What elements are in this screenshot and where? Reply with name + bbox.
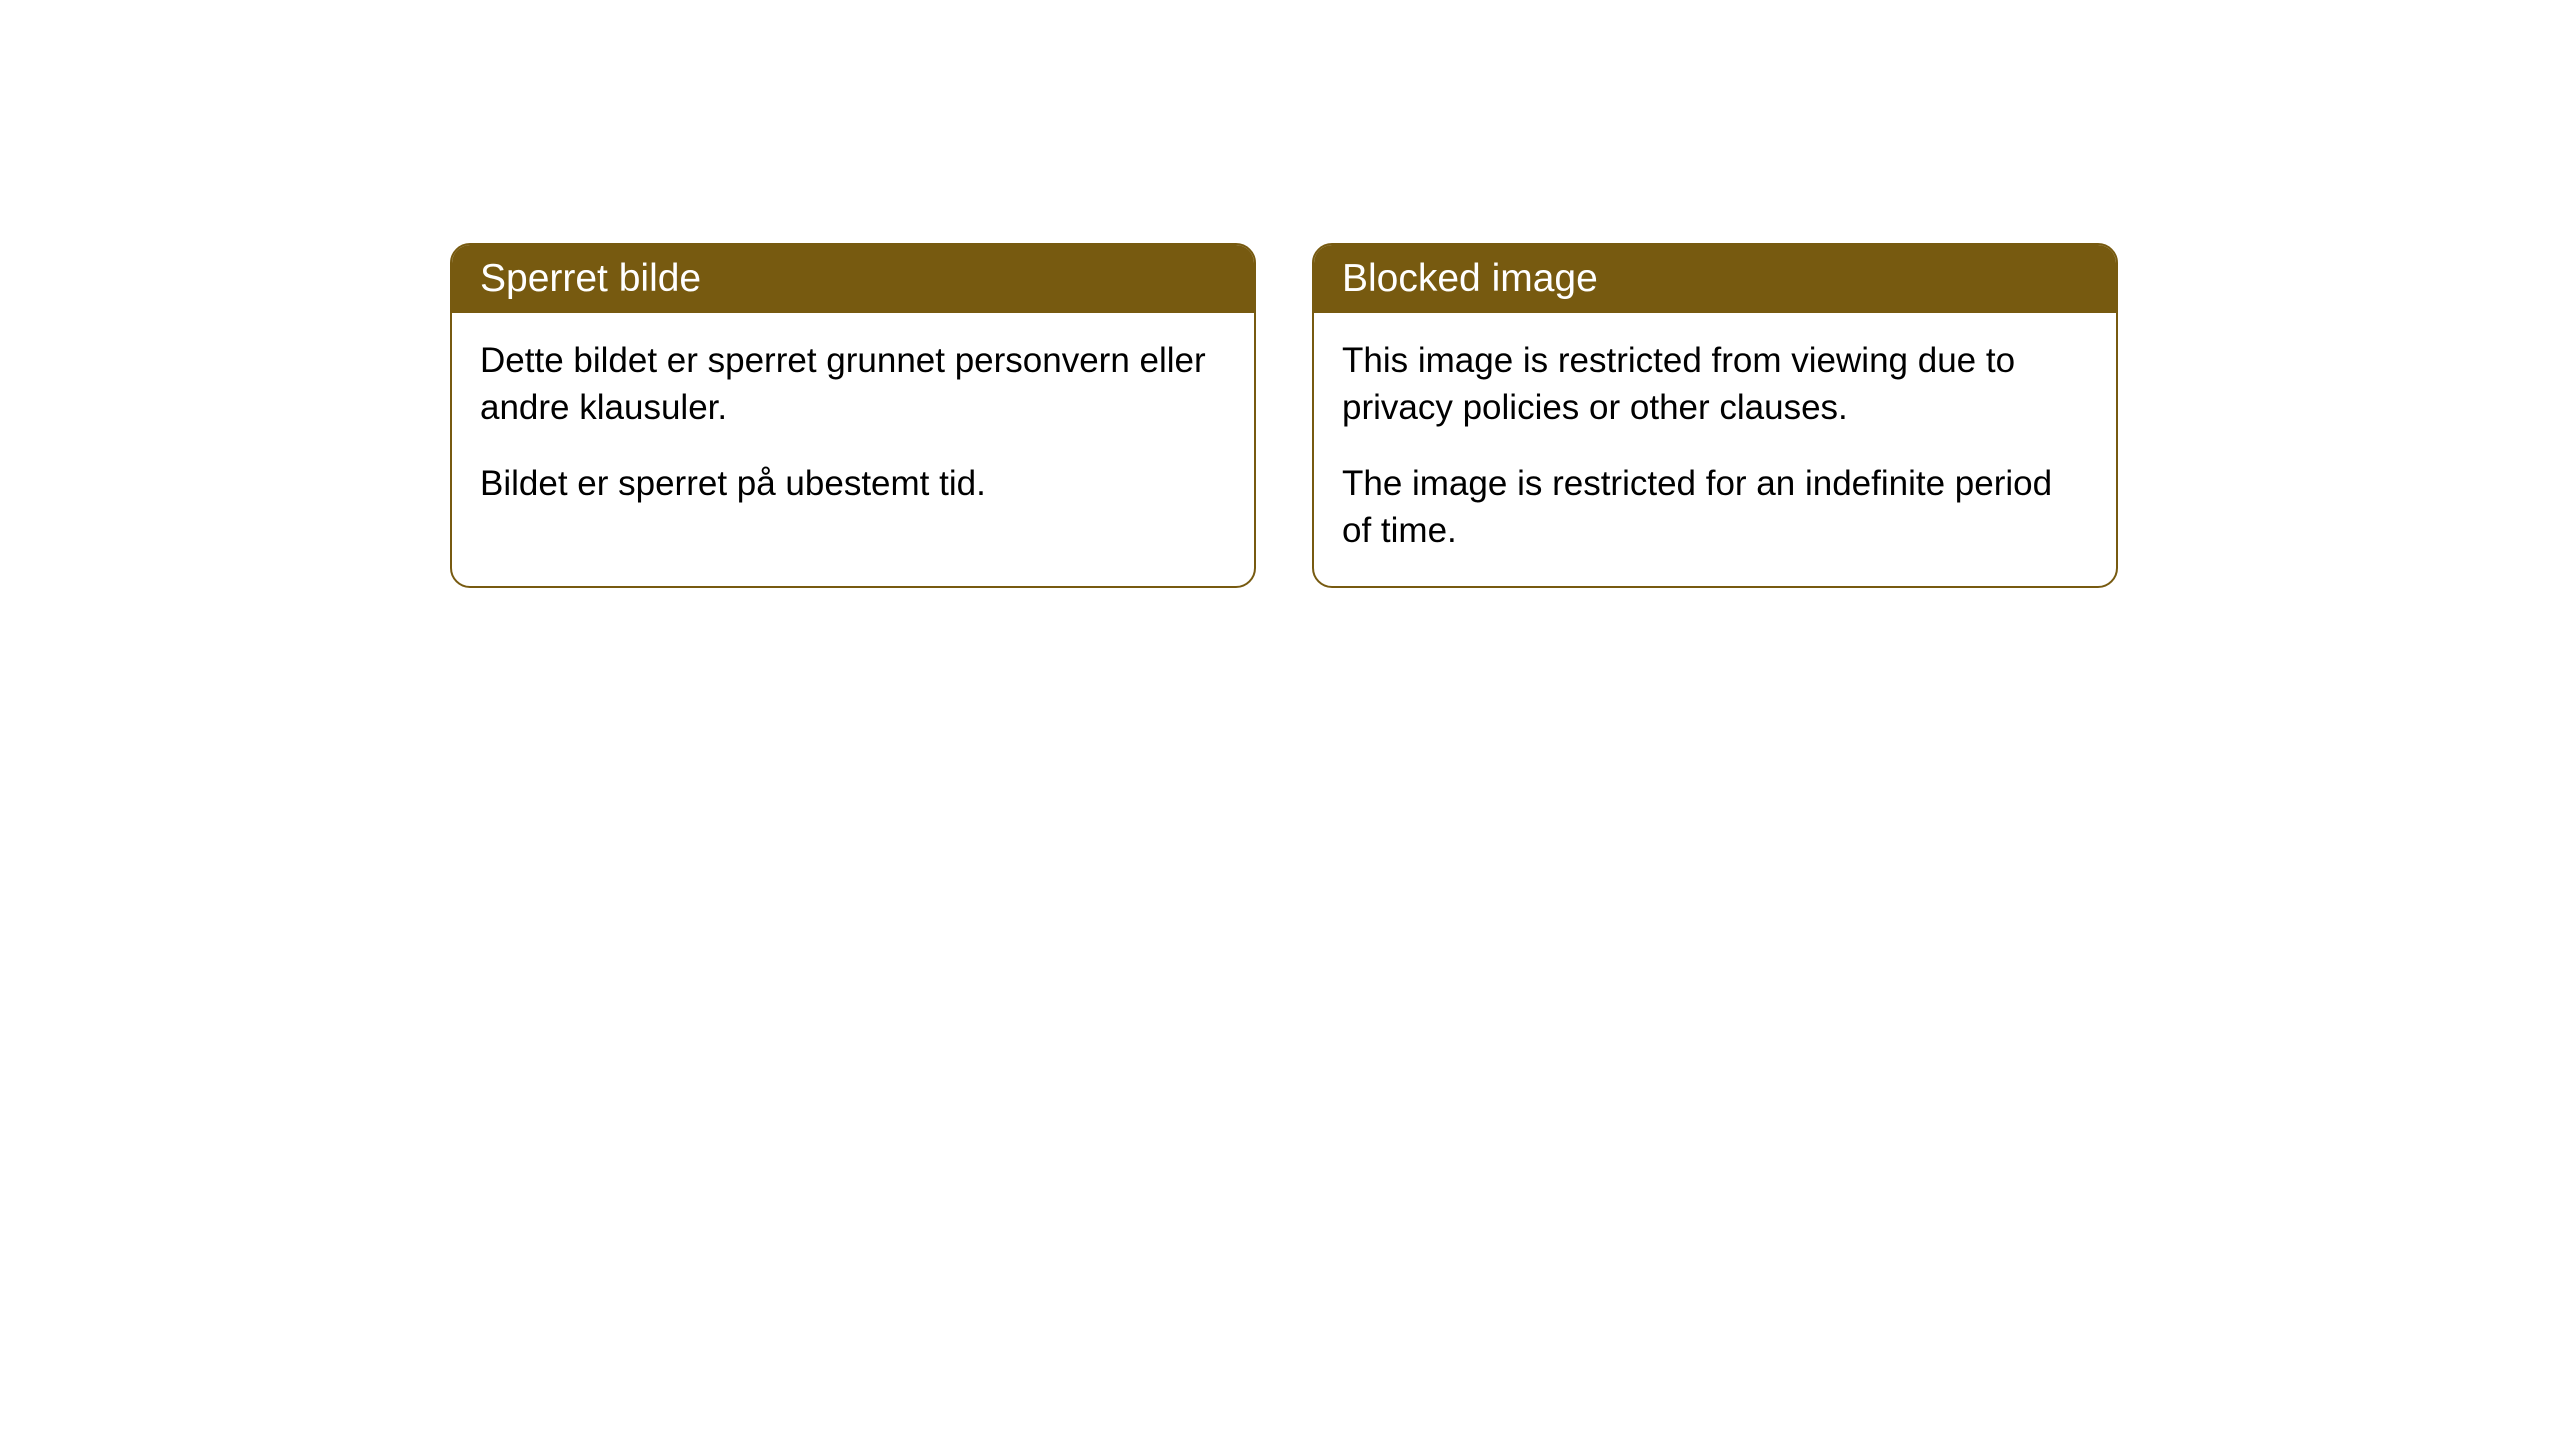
card-body: Dette bildet er sperret grunnet personve… xyxy=(452,313,1254,539)
card-paragraph: Bildet er sperret på ubestemt tid. xyxy=(480,460,1226,507)
card-title: Sperret bilde xyxy=(452,245,1254,313)
card-paragraph: The image is restricted for an indefinit… xyxy=(1342,460,2088,555)
cards-container: Sperret bilde Dette bildet er sperret gr… xyxy=(450,243,2118,588)
card-title: Blocked image xyxy=(1314,245,2116,313)
blocked-image-card-english: Blocked image This image is restricted f… xyxy=(1312,243,2118,588)
card-paragraph: Dette bildet er sperret grunnet personve… xyxy=(480,337,1226,432)
blocked-image-card-norwegian: Sperret bilde Dette bildet er sperret gr… xyxy=(450,243,1256,588)
card-body: This image is restricted from viewing du… xyxy=(1314,313,2116,586)
card-paragraph: This image is restricted from viewing du… xyxy=(1342,337,2088,432)
